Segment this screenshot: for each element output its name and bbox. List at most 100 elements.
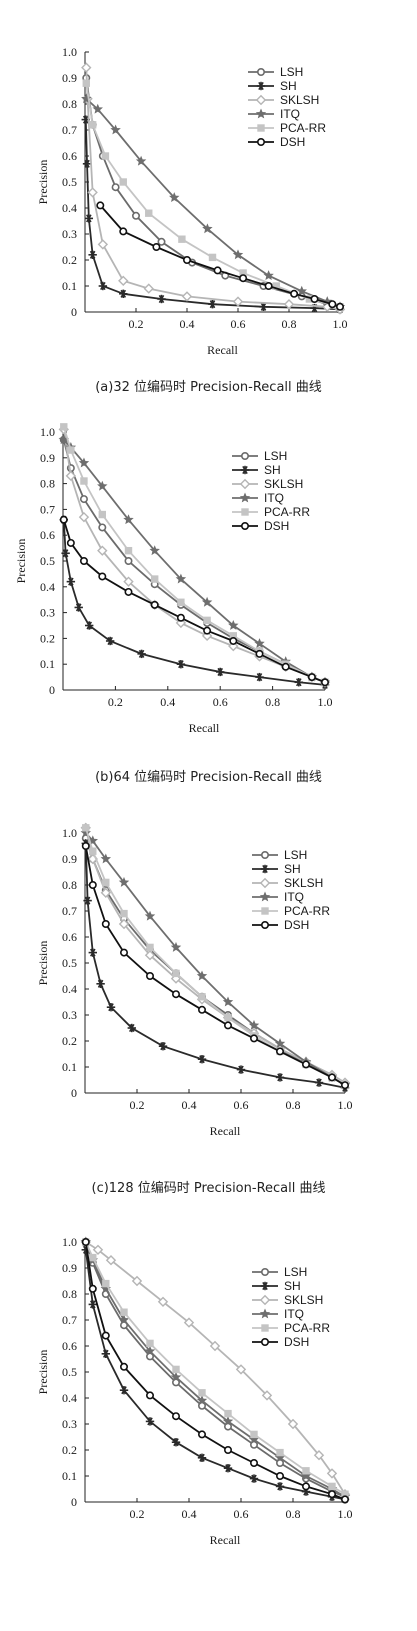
data-point <box>264 281 273 290</box>
data-point <box>178 235 186 243</box>
legend-label: ITQ <box>284 1307 304 1321</box>
data-point <box>275 1047 284 1056</box>
data-point <box>101 152 110 160</box>
data-point <box>66 577 76 586</box>
data-point <box>82 824 90 832</box>
data-point <box>89 1253 97 1262</box>
y-tick-label: 0 <box>49 683 55 697</box>
data-point <box>290 289 299 298</box>
legend-label: SH <box>284 1279 301 1293</box>
data-point <box>78 457 90 468</box>
y-tick-label: 0.8 <box>62 1287 77 1301</box>
data-point <box>196 970 208 981</box>
series-dsh <box>96 201 344 311</box>
data-point <box>213 266 222 275</box>
data-point <box>88 1284 97 1293</box>
data-point <box>157 237 166 246</box>
y-tick-label: 0.9 <box>40 451 55 465</box>
series-pca-rr <box>82 824 349 1089</box>
y-tick-label: 0.8 <box>62 878 77 892</box>
y-tick-label: 0.1 <box>62 1469 77 1483</box>
legend-entry-sklsh: SKLSH <box>252 876 323 890</box>
series-sh <box>81 1245 350 1504</box>
legend-entry-dsh: DSH <box>252 1335 309 1349</box>
legend-label: DSH <box>280 135 305 149</box>
data-point <box>157 294 166 304</box>
data-point <box>105 636 115 646</box>
data-point <box>106 1003 116 1012</box>
series-dsh <box>59 515 329 687</box>
legend-entry-sklsh: SKLSH <box>248 93 319 107</box>
data-point <box>81 62 92 73</box>
y-tick-label: 0.3 <box>62 1008 77 1022</box>
data-point <box>157 1296 169 1307</box>
data-point <box>118 275 129 286</box>
data-point <box>150 600 159 609</box>
legend-entry-pca-rr: PCA-RR <box>252 1321 330 1335</box>
data-point <box>97 480 108 491</box>
data-point <box>171 1438 181 1447</box>
series-pca-rr <box>60 423 329 686</box>
pr-chart-32bit: 0 0.1 0.2 0.3 0.4 0.5 0.6 0.7 0.8 0.9 1.0 0.2 0.4 0.6… <box>36 45 348 357</box>
data-point <box>239 274 248 283</box>
y-tick-label: 0.1 <box>62 279 77 293</box>
data-point <box>123 514 134 525</box>
series-lsh <box>59 435 329 687</box>
data-point <box>301 1482 310 1491</box>
data-point <box>327 1490 336 1499</box>
data-point <box>198 1389 206 1397</box>
data-point <box>223 1464 233 1473</box>
data-point <box>101 920 110 929</box>
data-point <box>118 1314 130 1325</box>
x-tick-label: 1.0 <box>333 317 348 331</box>
y-tick-label: 0.3 <box>62 227 77 241</box>
legend-label: LSH <box>284 848 307 862</box>
series-sklsh <box>58 424 331 688</box>
data-point <box>232 249 244 260</box>
y-tick-label: 0.4 <box>62 201 77 215</box>
legend-label: SKLSH <box>264 477 303 491</box>
legend-entry-sh: SH <box>232 463 281 477</box>
y-tick-label: 0.8 <box>62 97 77 111</box>
data-point <box>172 990 181 999</box>
legend-label: SH <box>264 463 281 477</box>
data-point <box>249 1474 259 1483</box>
x-tick-label: 0.8 <box>286 1098 301 1112</box>
x-tick-label: 0.8 <box>286 1507 301 1521</box>
data-point <box>198 1005 207 1014</box>
x-tick-label: 1.0 <box>338 1507 353 1521</box>
y-tick-label: 0.4 <box>62 982 77 996</box>
legend-entry-sklsh: SKLSH <box>232 477 303 491</box>
data-point <box>296 285 307 296</box>
x-tick-label: 0.2 <box>129 317 144 331</box>
series-pca-rr <box>82 79 344 311</box>
y-tick-label: 0.2 <box>62 1443 77 1457</box>
data-point <box>101 1349 110 1358</box>
legend-label: SH <box>280 79 297 93</box>
y-tick-label: 1.0 <box>40 425 55 439</box>
legend-entry-itq: ITQ <box>252 1307 304 1321</box>
data-point <box>120 1308 128 1316</box>
legend-entry-lsh: LSH <box>252 1265 307 1279</box>
y-tick-label: 0.5 <box>62 175 77 189</box>
legend-entry-sh: SH <box>252 862 301 876</box>
data-point <box>81 1238 90 1247</box>
series-line <box>85 832 346 1086</box>
data-point <box>327 1073 336 1082</box>
series-itq <box>58 434 331 687</box>
y-tick-label: 1.0 <box>62 1235 77 1249</box>
legend-label: ITQ <box>284 890 304 904</box>
data-point <box>110 124 121 135</box>
x-tick-label: 0.6 <box>213 695 228 709</box>
data-point <box>181 291 193 302</box>
data-point <box>102 878 110 887</box>
x-tick-label: 0.2 <box>130 1098 145 1112</box>
legend-label: SH <box>284 862 301 876</box>
legend-entry-sh: SH <box>252 1279 301 1293</box>
data-point <box>120 909 128 918</box>
y-tick-label: 0.9 <box>62 852 77 866</box>
data-point <box>203 616 211 625</box>
legend-label: DSH <box>284 918 309 932</box>
data-point <box>127 1023 136 1033</box>
data-point <box>294 678 303 687</box>
